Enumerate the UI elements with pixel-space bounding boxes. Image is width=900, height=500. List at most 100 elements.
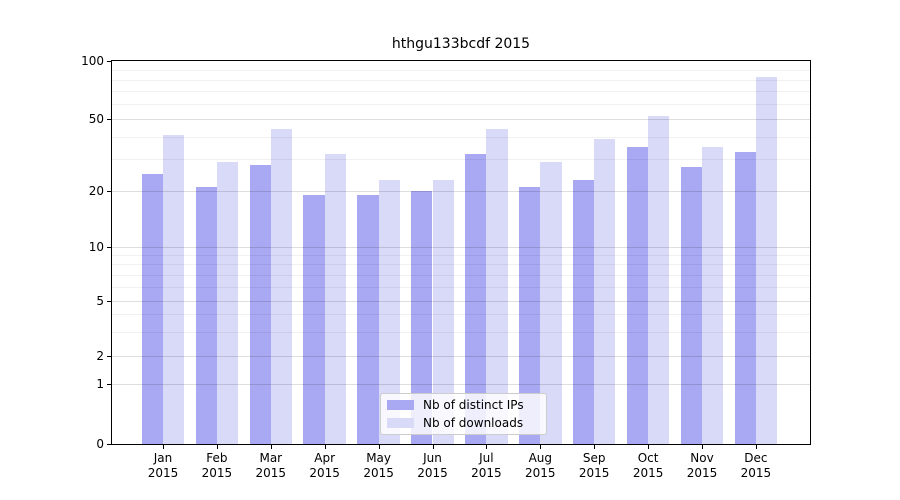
- bar-downloads-nov: [702, 147, 724, 444]
- x-tick-nov: [702, 445, 703, 449]
- x-tick-year: 2015: [147, 466, 179, 480]
- x-tick-sep: [594, 445, 596, 449]
- gridline-minor-70: [112, 90, 810, 92]
- y-tick-label-0: 0: [96, 437, 104, 451]
- x-tick-year: 2015: [632, 466, 664, 480]
- x-tick-mar: [270, 445, 272, 449]
- bar-distinct-ips-may: [357, 195, 379, 444]
- y-tick-label-1: 1: [96, 377, 104, 391]
- bar-downloads-aug: [540, 161, 562, 444]
- y-tick-label-10: 10: [88, 240, 104, 254]
- bar-downloads-jan: [163, 134, 185, 444]
- legend: Nb of distinct IPs Nb of downloads: [380, 393, 547, 435]
- y-tick-100: [107, 61, 111, 62]
- x-tick-jul: [486, 445, 488, 449]
- y-tick-50: [107, 119, 111, 120]
- bar-distinct-ips-dec: [734, 151, 756, 444]
- bar-downloads-dec: [755, 76, 778, 444]
- x-tick-year: 2015: [525, 466, 556, 480]
- bar-downloads-jun: [432, 180, 454, 444]
- x-tick-label-apr: Apr 2015: [295, 451, 355, 481]
- x-tick-label-sep: Sep 2015: [564, 451, 624, 481]
- x-tick-month: Jan: [153, 451, 173, 465]
- legend-item-distinct-ips: Nb of distinct IPs: [387, 398, 540, 412]
- bar-downloads-feb: [216, 161, 239, 444]
- x-tick-month: Nov: [690, 451, 714, 465]
- y-tick-5: [107, 301, 111, 302]
- x-tick-aug: [540, 445, 542, 449]
- chart-title: hthgu133bcdf 2015: [391, 36, 531, 52]
- gridline-minor-80: [112, 79, 810, 81]
- x-tick-may: [378, 445, 380, 449]
- x-tick-label-jul: Jul 2015: [456, 451, 516, 481]
- bar-distinct-ips-feb: [195, 187, 217, 444]
- y-tick-0: [107, 444, 111, 445]
- y-tick-1: [107, 384, 111, 385]
- y-tick-label-50: 50: [88, 112, 104, 126]
- x-tick-label-dec: Dec 2015: [726, 451, 786, 481]
- y-tick-label-2: 2: [96, 349, 104, 363]
- bar-downloads-oct: [648, 115, 670, 444]
- x-tick-dec: [755, 445, 757, 449]
- y-tick-label-20: 20: [88, 184, 104, 198]
- bar-distinct-ips-jul: [465, 154, 487, 444]
- x-tick-year: 2015: [201, 466, 233, 480]
- bar-downloads-mar: [270, 129, 293, 444]
- bar-downloads-sep: [594, 138, 616, 444]
- x-tick-month: Mar: [259, 451, 283, 465]
- bar-distinct-ips-jan: [141, 173, 163, 444]
- x-tick-label-jan: Jan 2015: [133, 451, 193, 481]
- x-tick-year: 2015: [740, 466, 772, 480]
- bar-downloads-jul: [486, 129, 508, 444]
- y-tick-20: [107, 191, 111, 192]
- y-tick-2: [107, 356, 111, 357]
- x-tick-jun: [432, 445, 434, 449]
- legend-swatch-distinct-ips: [387, 400, 414, 410]
- bar-distinct-ips-apr: [303, 195, 325, 444]
- x-tick-jan: [163, 445, 164, 449]
- bar-downloads-apr: [324, 154, 346, 444]
- y-tick-10: [107, 247, 111, 248]
- legend-item-downloads: Nb of downloads: [387, 416, 540, 430]
- y-tick-label-100: 100: [81, 54, 104, 68]
- bar-distinct-ips-jun: [411, 191, 433, 444]
- x-tick-label-mar: Mar 2015: [241, 451, 301, 481]
- legend-label-downloads: Nb of downloads: [423, 416, 524, 430]
- bar-distinct-ips-nov: [680, 167, 702, 444]
- legend-label-distinct-ips: Nb of distinct IPs: [423, 398, 524, 412]
- y-tick-label-5: 5: [96, 294, 104, 308]
- x-tick-month: May: [366, 451, 391, 465]
- x-tick-year: 2015: [417, 466, 448, 480]
- x-tick-apr: [324, 445, 326, 449]
- x-tick-year: 2015: [309, 466, 340, 480]
- x-tick-month: Feb: [206, 451, 228, 465]
- x-tick-year: 2015: [363, 466, 394, 480]
- x-tick-month: Oct: [637, 451, 659, 465]
- x-tick-label-may: May 2015: [349, 451, 409, 481]
- bar-distinct-ips-aug: [519, 187, 541, 444]
- x-tick-label-oct: Oct 2015: [618, 451, 678, 481]
- bar-distinct-ips-mar: [249, 164, 271, 444]
- x-tick-month: Sep: [582, 451, 606, 465]
- plot-area: [111, 60, 811, 445]
- x-tick-year: 2015: [686, 466, 718, 480]
- x-tick-year: 2015: [578, 466, 610, 480]
- x-tick-year: 2015: [471, 466, 502, 480]
- gridline-minor-60: [112, 103, 810, 105]
- bar-downloads-may: [378, 180, 400, 444]
- bar-distinct-ips-oct: [626, 147, 649, 444]
- x-tick-oct: [648, 445, 650, 449]
- x-tick-month: Aug: [528, 451, 553, 465]
- gridline-minor-90: [112, 69, 810, 71]
- legend-swatch-downloads: [387, 418, 414, 428]
- x-tick-year: 2015: [255, 466, 287, 480]
- x-tick-month: Apr: [314, 451, 336, 465]
- x-tick-month: Jul: [479, 451, 494, 465]
- x-tick-month: Dec: [744, 451, 768, 465]
- x-tick-month: Jun: [423, 451, 442, 465]
- gridline-minor-40: [112, 136, 810, 138]
- x-tick-label-nov: Nov 2015: [672, 451, 732, 481]
- gridline-major-50: [112, 119, 810, 120]
- x-tick-feb: [216, 445, 218, 449]
